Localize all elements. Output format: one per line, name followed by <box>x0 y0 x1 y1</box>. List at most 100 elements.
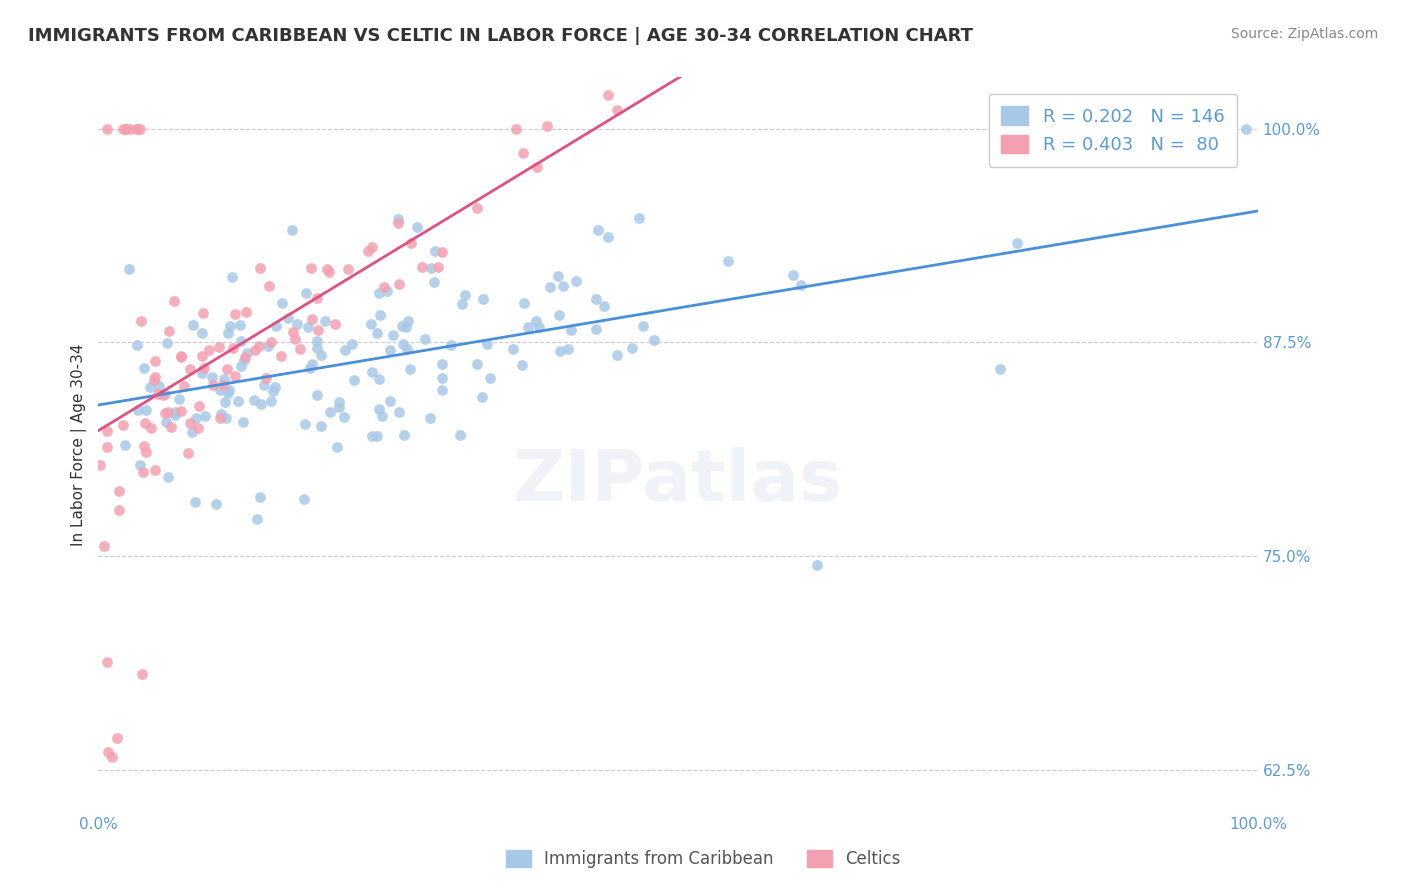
Point <box>294 417 316 432</box>
Point <box>432 244 454 259</box>
Point <box>217 326 239 340</box>
Point <box>367 285 389 300</box>
Point <box>260 335 283 350</box>
Point <box>592 299 614 313</box>
Point <box>284 332 307 346</box>
Point <box>143 354 166 368</box>
Point <box>190 366 212 380</box>
Point <box>229 318 252 333</box>
Point <box>440 338 463 352</box>
Point <box>170 349 193 363</box>
Point <box>333 343 356 357</box>
Point <box>419 261 441 276</box>
Point <box>551 279 574 293</box>
Point <box>222 341 245 355</box>
Point <box>643 333 665 347</box>
Point <box>219 318 242 333</box>
Point <box>565 274 588 288</box>
Point <box>620 341 643 355</box>
Point <box>169 404 191 418</box>
Point <box>529 319 551 334</box>
Point <box>423 244 446 258</box>
Point <box>229 334 252 349</box>
Point <box>114 121 136 136</box>
Text: Source: ZipAtlas.com: Source: ZipAtlas.com <box>1230 27 1378 41</box>
Point <box>101 749 124 764</box>
Point <box>782 268 804 283</box>
Point <box>557 343 579 357</box>
Point <box>513 296 536 310</box>
Point <box>96 424 118 438</box>
Point <box>505 121 527 136</box>
Point <box>598 87 620 102</box>
Point <box>387 212 409 227</box>
Point <box>243 392 266 407</box>
Point <box>152 388 174 402</box>
Point <box>340 337 363 351</box>
Point <box>356 244 378 258</box>
Point <box>217 361 239 376</box>
Point <box>361 240 384 254</box>
Legend: Immigrants from Caribbean, Celtics: Immigrants from Caribbean, Celtics <box>499 843 907 875</box>
Point <box>415 332 437 346</box>
Point <box>163 294 186 309</box>
Point <box>173 379 195 393</box>
Point <box>181 318 204 332</box>
Point <box>396 314 419 328</box>
Point <box>411 260 433 274</box>
Point <box>257 278 280 293</box>
Point <box>114 438 136 452</box>
Point <box>236 345 259 359</box>
Point <box>596 229 619 244</box>
Point <box>209 410 232 425</box>
Point <box>378 394 401 409</box>
Point <box>988 362 1011 376</box>
Point <box>111 121 134 136</box>
Point <box>194 409 217 423</box>
Point <box>108 503 131 517</box>
Point <box>342 373 364 387</box>
Point <box>371 409 394 423</box>
Point <box>190 326 212 341</box>
Point <box>631 319 654 334</box>
Point <box>292 491 315 506</box>
Point <box>153 387 176 401</box>
Point <box>157 469 180 483</box>
Point <box>263 380 285 394</box>
Point <box>378 343 401 358</box>
Text: ZIPatlas: ZIPatlas <box>513 447 844 516</box>
Point <box>132 360 155 375</box>
Point <box>120 121 142 136</box>
Point <box>276 311 298 326</box>
Point <box>207 340 229 354</box>
Point <box>193 360 215 375</box>
Point <box>118 262 141 277</box>
Point <box>301 311 323 326</box>
Point <box>502 342 524 356</box>
Point <box>271 296 294 310</box>
Point <box>208 384 231 398</box>
Point <box>146 387 169 401</box>
Point <box>97 745 120 759</box>
Point <box>392 427 415 442</box>
Point <box>305 291 328 305</box>
Point <box>186 411 208 425</box>
Point <box>295 285 318 300</box>
Point <box>191 306 214 320</box>
Point <box>264 318 287 333</box>
Point <box>131 667 153 681</box>
Point <box>201 378 224 392</box>
Point <box>143 369 166 384</box>
Point <box>309 419 332 434</box>
Point <box>183 494 205 508</box>
Point <box>325 317 347 331</box>
Point <box>139 421 162 435</box>
Point <box>197 343 219 357</box>
Point <box>254 371 277 385</box>
Point <box>226 393 249 408</box>
Point <box>454 288 477 302</box>
Point <box>187 421 209 435</box>
Legend: R = 0.202   N = 146, R = 0.403   N =  80: R = 0.202 N = 146, R = 0.403 N = 80 <box>988 94 1237 167</box>
Point <box>205 497 228 511</box>
Point <box>224 368 246 383</box>
